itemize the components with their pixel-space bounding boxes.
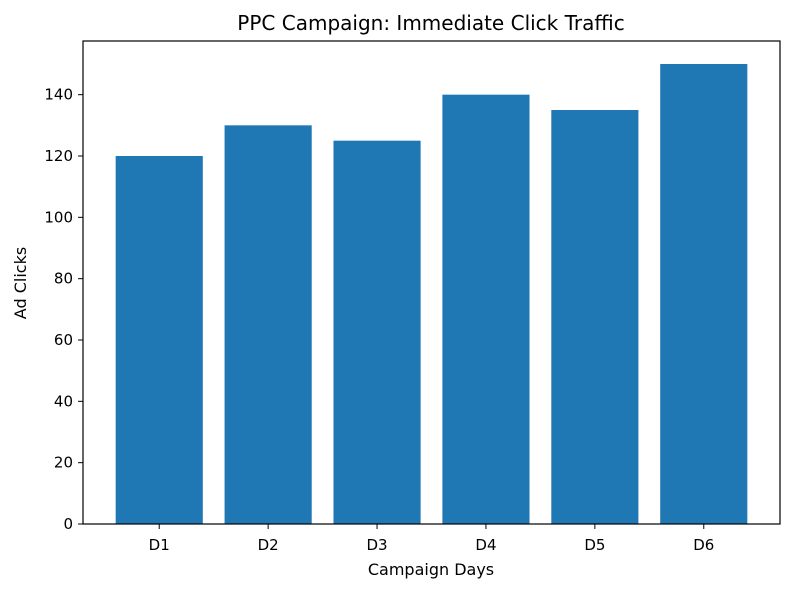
x-tick-label: D3 [367,536,388,554]
bar-d4 [442,94,530,525]
bars-group [115,64,748,525]
x-axis-ticks: D1 D2 D3 D4 D5 D6 [149,524,714,554]
bar-d3 [333,140,421,525]
y-tick-label: 120 [44,147,73,165]
y-axis-ticks: 0 20 40 60 80 100 120 140 [44,86,83,533]
x-tick-label: D4 [475,536,496,554]
x-tick-label: D2 [258,536,279,554]
bar-d2 [224,125,312,524]
y-tick-label: 0 [63,515,73,533]
y-tick-label: 20 [54,454,73,472]
x-axis-label: Campaign Days [368,560,494,579]
y-tick-label: 60 [54,331,73,349]
bar-d1 [115,156,203,524]
x-tick-label: D1 [149,536,170,554]
y-axis-label: Ad Clicks [11,247,30,319]
y-tick-label: 40 [54,392,73,410]
chart-title: PPC Campaign: Immediate Click Traffic [237,11,624,35]
y-tick-label: 140 [44,86,73,104]
bar-d6 [660,64,748,524]
bar-d5 [551,110,639,524]
y-tick-label: 100 [44,208,73,226]
plot-area-frame [82,40,781,525]
y-tick-label: 80 [54,270,73,288]
x-tick-label: D5 [584,536,605,554]
x-tick-label: D6 [693,536,714,554]
